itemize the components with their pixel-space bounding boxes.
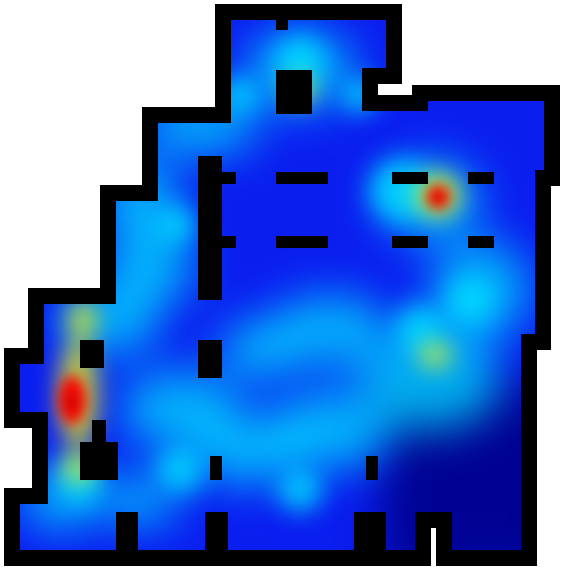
pillar-left-stub bbox=[92, 420, 106, 442]
heat-blob bbox=[155, 205, 195, 245]
heat-blob bbox=[220, 320, 300, 380]
heat-blob bbox=[156, 446, 204, 494]
wall-segment-2 bbox=[392, 172, 428, 184]
wall-segment-1 bbox=[276, 172, 328, 184]
heat-blob bbox=[419, 343, 451, 367]
interior-walls bbox=[80, 12, 494, 480]
pillar-left-lower bbox=[80, 442, 118, 480]
hot-spots bbox=[58, 185, 450, 424]
heat-blob bbox=[66, 392, 78, 412]
outer-wall bbox=[4, 4, 560, 566]
pillar-left-upper bbox=[80, 340, 104, 368]
heat-blob bbox=[360, 330, 500, 430]
pillar-mid bbox=[198, 340, 222, 378]
heat-blob bbox=[278, 468, 322, 512]
wall-left-vertical bbox=[198, 156, 222, 300]
pillar-small-1 bbox=[210, 456, 222, 480]
heat-blob bbox=[105, 225, 195, 305]
pillar-small-2 bbox=[366, 456, 378, 480]
pillar-top bbox=[276, 70, 312, 114]
heat-blob bbox=[448, 278, 492, 322]
wall-stub-1 bbox=[222, 172, 236, 184]
wall-stub-2 bbox=[222, 236, 236, 248]
heat-blob bbox=[433, 193, 443, 203]
heat-blob bbox=[270, 390, 390, 470]
heat-blob bbox=[68, 300, 96, 340]
wall-notch-top bbox=[276, 12, 288, 30]
wall-segment-4 bbox=[276, 236, 328, 248]
wall-segment-5 bbox=[392, 236, 428, 248]
heat-blob bbox=[394, 304, 446, 356]
wall-segment-6 bbox=[468, 236, 494, 248]
heat-blob bbox=[270, 295, 390, 365]
wall-segment-3 bbox=[468, 172, 494, 184]
